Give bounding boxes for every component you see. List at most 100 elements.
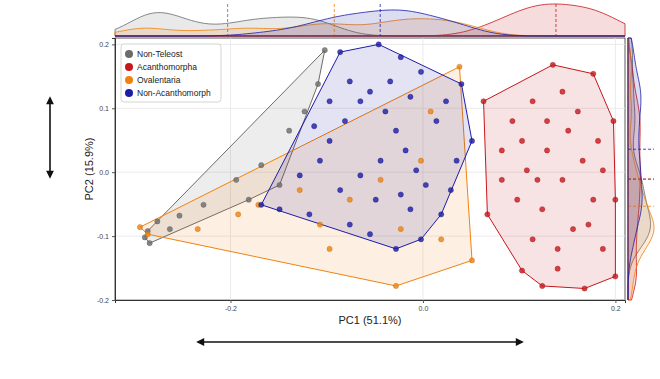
- point: [586, 222, 591, 227]
- point: [287, 128, 292, 133]
- tick-label: -0.2: [225, 305, 237, 312]
- point: [454, 158, 459, 163]
- point: [338, 187, 343, 192]
- point: [414, 168, 419, 173]
- point: [398, 192, 403, 197]
- tick-label: 0.2: [99, 41, 109, 48]
- y-axis: -0.2 -0.1 0.0 0.1 0.2: [97, 39, 116, 304]
- point: [195, 226, 200, 231]
- point: [307, 212, 312, 217]
- point: [342, 118, 347, 123]
- legend-swatch: [125, 76, 133, 84]
- point: [613, 274, 618, 279]
- point: [595, 138, 600, 143]
- tick: -0.1: [97, 233, 115, 240]
- mean-line: [380, 4, 381, 36]
- point: [327, 99, 332, 104]
- point: [611, 118, 616, 123]
- tick-mark: [230, 300, 231, 303]
- tick-mark: [112, 172, 115, 173]
- point: [315, 81, 320, 86]
- point: [147, 241, 152, 246]
- point: [408, 207, 413, 212]
- axis-line: [116, 301, 626, 304]
- axis-line: [112, 39, 116, 301]
- tick-label: 0.0: [419, 305, 429, 312]
- point: [297, 173, 302, 178]
- y-axis-title: PC2 (15.9%): [83, 138, 95, 201]
- x-axis: -0.20.00.2: [116, 300, 626, 312]
- point: [378, 177, 383, 182]
- point: [297, 187, 302, 192]
- point: [373, 197, 378, 202]
- convex-hull: [484, 65, 616, 289]
- tick-label: -0.1: [97, 233, 109, 240]
- pc-arrows: [47, 98, 522, 345]
- point: [347, 197, 352, 202]
- point: [510, 118, 515, 123]
- point: [322, 48, 327, 53]
- point: [457, 64, 462, 69]
- point: [259, 202, 264, 207]
- point: [591, 197, 596, 202]
- point: [591, 71, 596, 76]
- plot-frame: [115, 38, 625, 300]
- arrow-head: [198, 339, 203, 344]
- point: [555, 266, 560, 271]
- arrow-head: [47, 172, 52, 177]
- point: [555, 246, 560, 251]
- point: [519, 268, 524, 273]
- legend-box: [121, 44, 221, 102]
- arrow: [200, 341, 520, 343]
- tick: -0.2: [225, 300, 237, 312]
- point: [167, 226, 172, 231]
- point: [570, 226, 575, 231]
- point: [434, 118, 439, 123]
- point: [234, 177, 239, 182]
- point: [428, 109, 433, 114]
- tick-label: 0.0: [99, 169, 109, 176]
- point: [459, 81, 464, 86]
- point: [519, 138, 524, 143]
- point: [236, 212, 241, 217]
- point: [423, 182, 428, 187]
- arrow-head: [517, 339, 522, 344]
- point: [145, 232, 150, 237]
- arrow-head: [47, 98, 52, 103]
- point: [418, 158, 423, 163]
- point: [338, 49, 343, 54]
- tick-mark: [112, 236, 115, 237]
- tick-mark: [112, 44, 115, 45]
- point: [358, 99, 363, 104]
- convex-hull: [261, 44, 472, 248]
- legend-swatch: [125, 63, 133, 71]
- point: [443, 99, 448, 104]
- point: [393, 246, 398, 251]
- legend-swatch: [125, 89, 133, 97]
- point: [560, 89, 565, 94]
- point: [524, 168, 529, 173]
- legend-label: Non-Acanthomorph: [137, 88, 211, 98]
- tick: -0.2: [97, 297, 115, 304]
- point: [550, 62, 555, 67]
- point: [312, 124, 317, 129]
- tick-mark: [112, 108, 115, 109]
- point: [481, 99, 486, 104]
- point: [393, 128, 398, 133]
- point: [378, 158, 383, 163]
- tick-label: 0.1: [99, 105, 109, 112]
- point: [398, 226, 403, 231]
- point: [317, 222, 322, 227]
- point: [347, 222, 352, 227]
- tick: 0.1: [99, 105, 115, 112]
- tick: 0.0: [99, 169, 115, 176]
- point: [469, 138, 474, 143]
- tick-mark: [615, 300, 616, 303]
- point: [327, 246, 332, 251]
- point: [347, 79, 352, 84]
- point: [317, 158, 322, 163]
- point: [485, 212, 490, 217]
- point: [367, 232, 372, 237]
- density-right: [628, 38, 642, 300]
- density-right: [628, 38, 654, 300]
